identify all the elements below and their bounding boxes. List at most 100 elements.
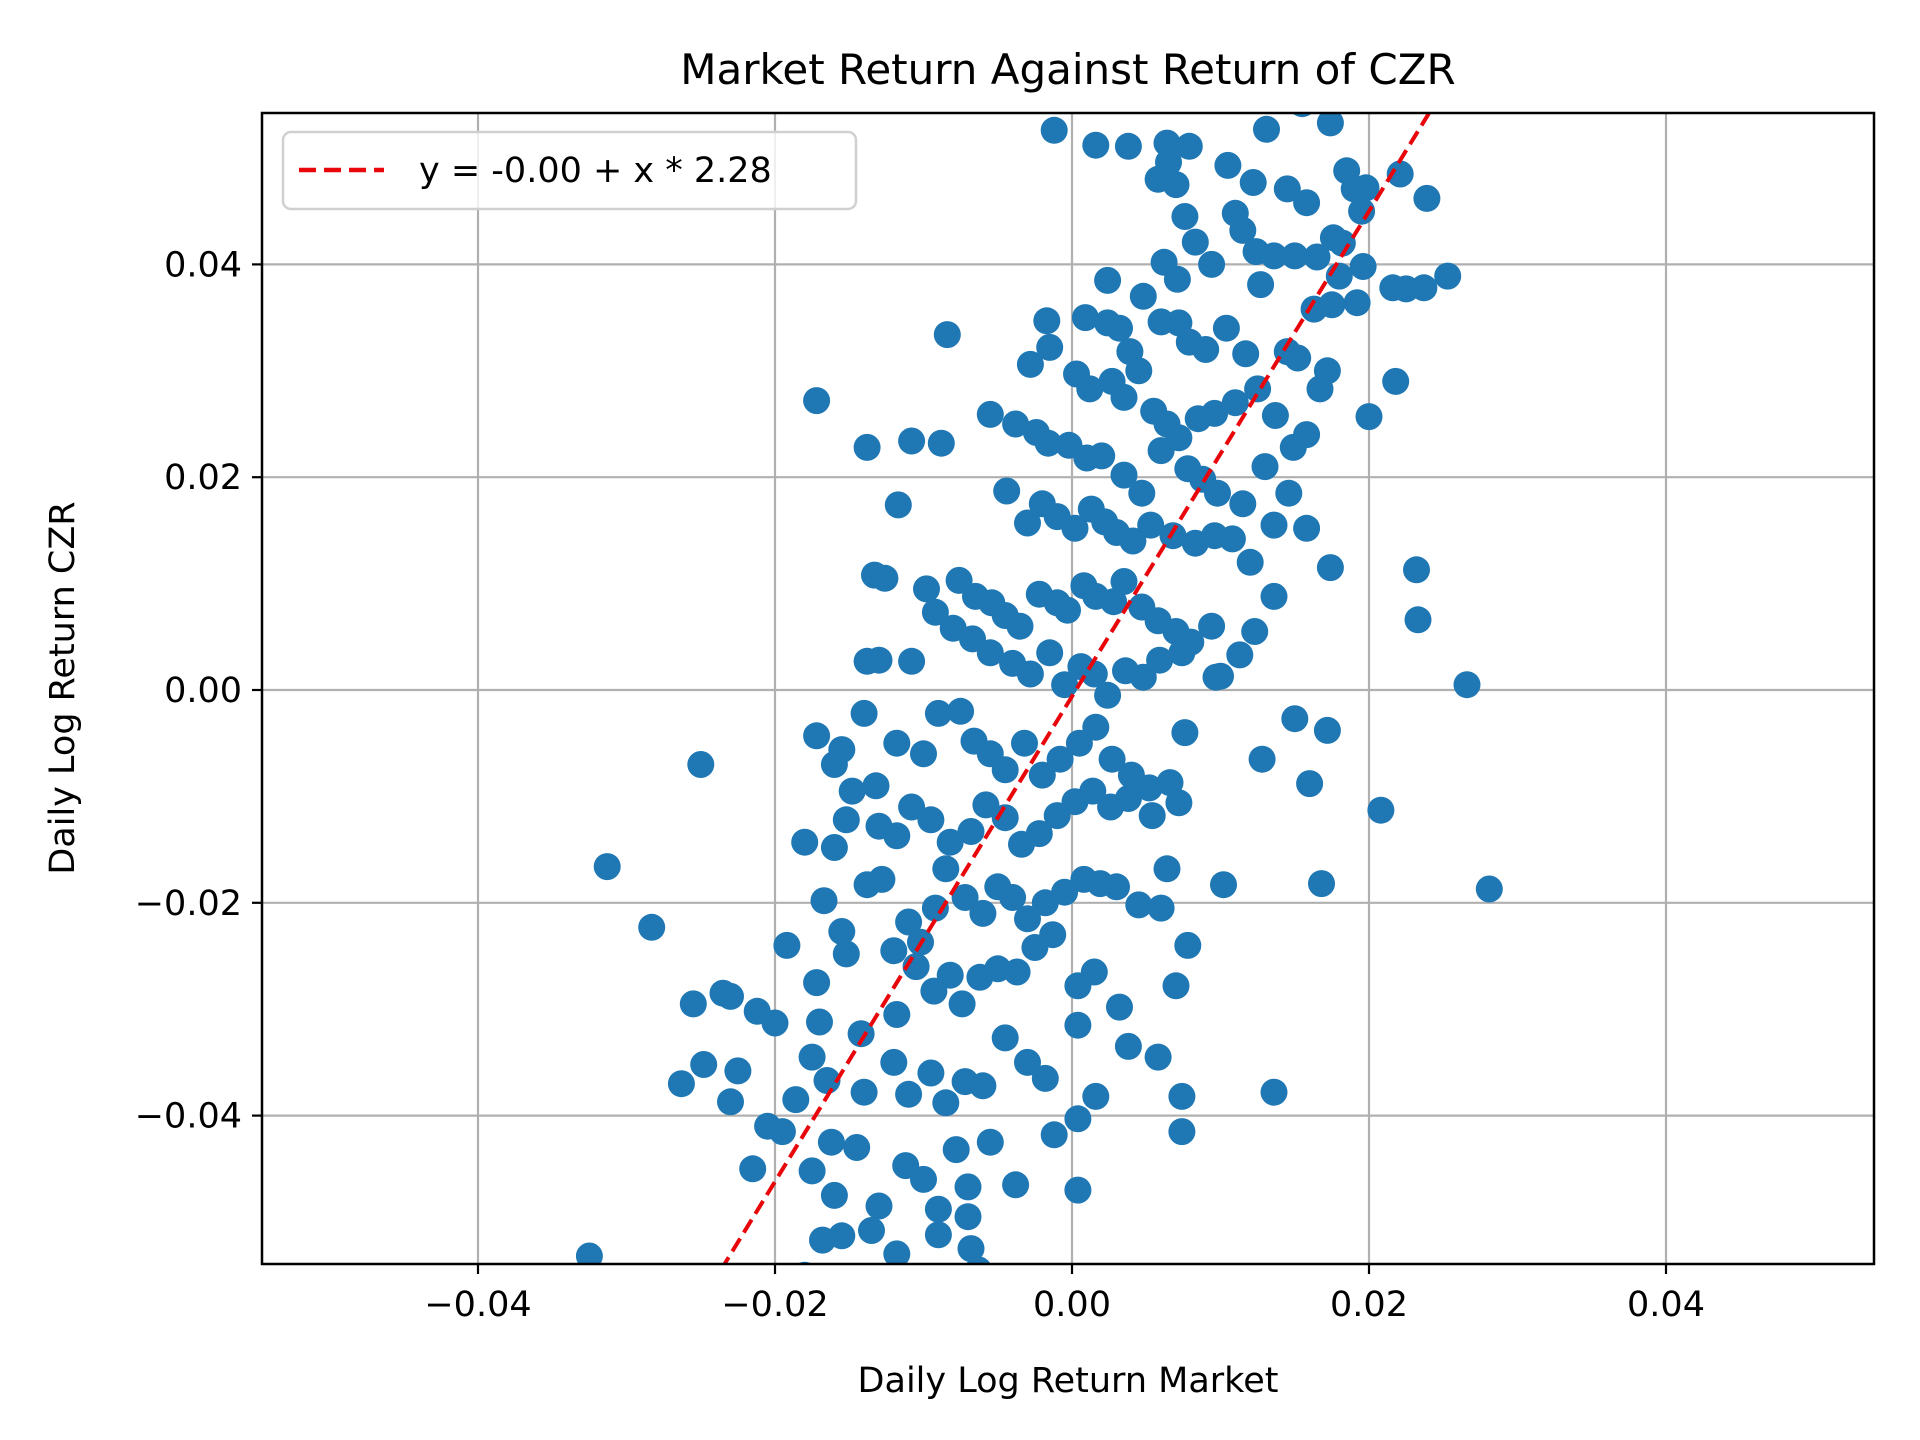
data-point: [1146, 646, 1174, 674]
data-point: [1094, 681, 1122, 709]
data-point: [1054, 596, 1081, 624]
data-point: [1040, 1121, 1068, 1149]
data-point: [1261, 402, 1289, 429]
data-point: [806, 1008, 833, 1036]
data-point: [865, 1192, 893, 1220]
data-point: [847, 1020, 875, 1048]
data-point: [1260, 1078, 1288, 1106]
data-point: [871, 564, 899, 592]
data-point: [1260, 582, 1288, 610]
data-point: [1137, 511, 1165, 539]
data-point: [803, 722, 831, 750]
data-point: [1014, 509, 1041, 537]
data-point: [832, 940, 860, 968]
data-point: [1403, 556, 1430, 584]
data-point: [933, 321, 961, 349]
data-point: [1236, 548, 1264, 576]
data-point: [883, 1001, 911, 1028]
y-tick-label: −0.04: [135, 1097, 242, 1137]
x-tick-label: 0.02: [1330, 1285, 1408, 1325]
data-point: [1082, 713, 1110, 741]
data-point: [865, 646, 893, 674]
data-point: [1106, 314, 1133, 342]
data-point: [1198, 612, 1226, 640]
data-point: [1316, 113, 1344, 137]
data-point: [1039, 921, 1067, 949]
data-point: [1260, 242, 1288, 270]
data-point: [1281, 242, 1309, 270]
data-point: [999, 884, 1027, 911]
data-point: [791, 828, 819, 856]
data-point: [954, 1173, 982, 1201]
data-point: [1260, 511, 1288, 539]
fit-line: [722, 113, 1432, 1264]
data-point: [1308, 870, 1335, 898]
data-point: [820, 834, 848, 861]
data-point: [1025, 820, 1053, 848]
data-point: [1028, 761, 1056, 789]
data-point: [853, 433, 881, 461]
data-point: [880, 937, 908, 965]
data-point: [724, 1057, 752, 1085]
data-point: [948, 990, 976, 1018]
y-axis-label: Daily Log Return CZR: [43, 501, 83, 874]
data-point: [898, 647, 926, 675]
data-point: [717, 1088, 744, 1116]
data-point: [1138, 802, 1166, 830]
data-point: [1248, 745, 1276, 773]
data-point: [798, 1157, 826, 1185]
data-point: [1162, 972, 1190, 1000]
data-point: [1064, 1176, 1092, 1204]
y-tick-label: 0.00: [164, 671, 242, 711]
data-point: [1165, 789, 1193, 817]
data-point: [1153, 855, 1181, 883]
data-point: [954, 1203, 982, 1231]
x-axis-label: Daily Log Return Market: [858, 1361, 1279, 1401]
data-point: [1229, 490, 1257, 518]
data-point: [976, 400, 1004, 428]
data-point: [966, 1256, 991, 1264]
data-point: [1106, 993, 1133, 1021]
data-point: [1129, 663, 1157, 691]
data-point: [1175, 132, 1203, 160]
data-point: [1198, 250, 1226, 278]
data-point: [690, 1051, 718, 1078]
data-point: [895, 1080, 923, 1108]
regression-line: [722, 113, 1432, 1264]
data-point: [1147, 894, 1175, 922]
data-point: [883, 822, 911, 850]
y-axis-ticks: −0.04 −0.02 0.00 0.02 0.04: [135, 245, 262, 1137]
data-point: [1328, 229, 1356, 257]
data-point: [828, 918, 856, 945]
data-point: [1006, 612, 1034, 640]
data-point: [969, 899, 997, 927]
data-point: [921, 894, 949, 922]
data-point: [1051, 671, 1079, 699]
data-point: [884, 491, 912, 519]
data-point: [1064, 1011, 1092, 1039]
data-point: [910, 740, 937, 768]
data-point: [1367, 796, 1395, 824]
data-point: [1174, 931, 1202, 959]
data-point: [898, 793, 926, 821]
data-point: [957, 1235, 985, 1263]
data-point: [1218, 525, 1246, 553]
data-point: [828, 1222, 856, 1250]
data-point: [927, 429, 955, 457]
data-point: [1003, 958, 1031, 986]
data-point: [817, 1128, 845, 1156]
data-point: [1125, 891, 1153, 919]
data-point: [1251, 453, 1279, 481]
data-point: [1144, 1043, 1172, 1071]
data-point: [1192, 336, 1220, 363]
x-tick-label: 0.00: [1033, 1285, 1111, 1325]
data-point: [942, 1136, 970, 1164]
axes-frame: [260, 111, 1876, 1266]
data-point: [1275, 479, 1303, 507]
data-point: [932, 1089, 960, 1117]
data-point: [976, 1128, 1004, 1156]
data-point: [1413, 184, 1441, 212]
legend-label: y = -0.00 + x * 2.28: [419, 151, 772, 191]
data-point: [1014, 905, 1041, 933]
data-point: [991, 1024, 1019, 1052]
